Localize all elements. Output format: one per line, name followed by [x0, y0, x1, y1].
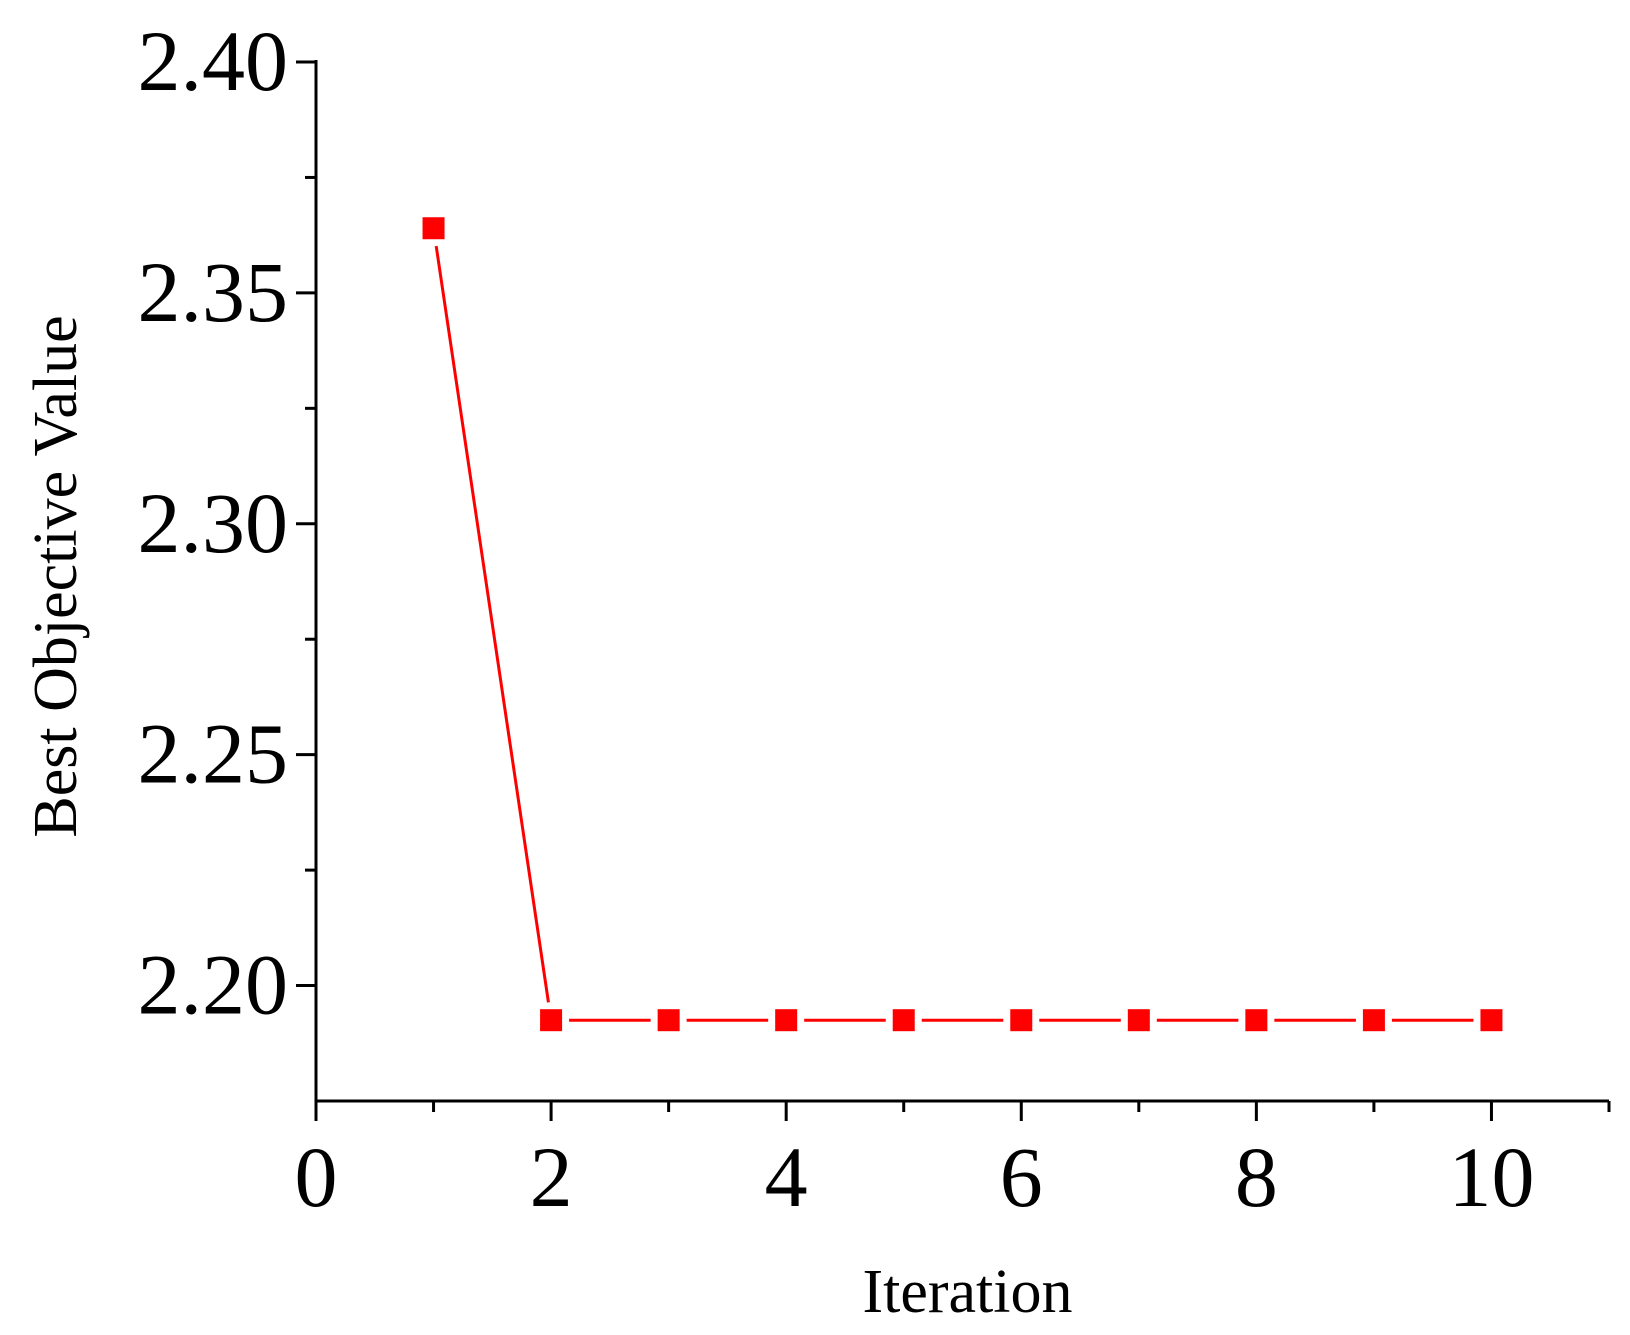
x-tick-label: 10 [1448, 1129, 1534, 1225]
x-tick-label: 6 [1000, 1129, 1043, 1225]
data-point-marker [775, 1009, 798, 1032]
data-point-marker [1480, 1009, 1503, 1032]
y-tick-label: 2.30 [138, 475, 289, 571]
x-tick-label: 2 [530, 1129, 573, 1225]
x-tick-label: 8 [1235, 1129, 1278, 1225]
data-point-marker [892, 1009, 915, 1032]
y-axis-title: Best Objective Value [22, 315, 90, 837]
series-line-segment [434, 245, 550, 1003]
x-tick-label: 0 [295, 1129, 338, 1225]
y-axis-ticks: 2.20 2.25 2.30 2.35 2.40 [138, 13, 316, 1033]
data-point-marker [1010, 1009, 1033, 1032]
x-tick-label: 4 [765, 1129, 808, 1225]
data-point-marker [422, 217, 445, 240]
axes [314, 60, 1609, 1103]
y-tick-label: 2.20 [138, 937, 289, 1033]
series-layer [422, 217, 1503, 1032]
x-axis-ticks: 0 2 4 6 8 10 [295, 1101, 1611, 1225]
data-point-marker [1245, 1009, 1268, 1032]
y-tick-label: 2.35 [138, 244, 289, 340]
x-axis-title: Iteration [862, 1258, 1072, 1326]
data-point-marker [540, 1009, 563, 1032]
data-point-marker [657, 1009, 680, 1032]
y-tick-label: 2.40 [138, 13, 289, 109]
y-tick-label: 2.25 [138, 706, 289, 802]
data-point-marker [1127, 1009, 1150, 1032]
data-point-marker [1362, 1009, 1385, 1032]
